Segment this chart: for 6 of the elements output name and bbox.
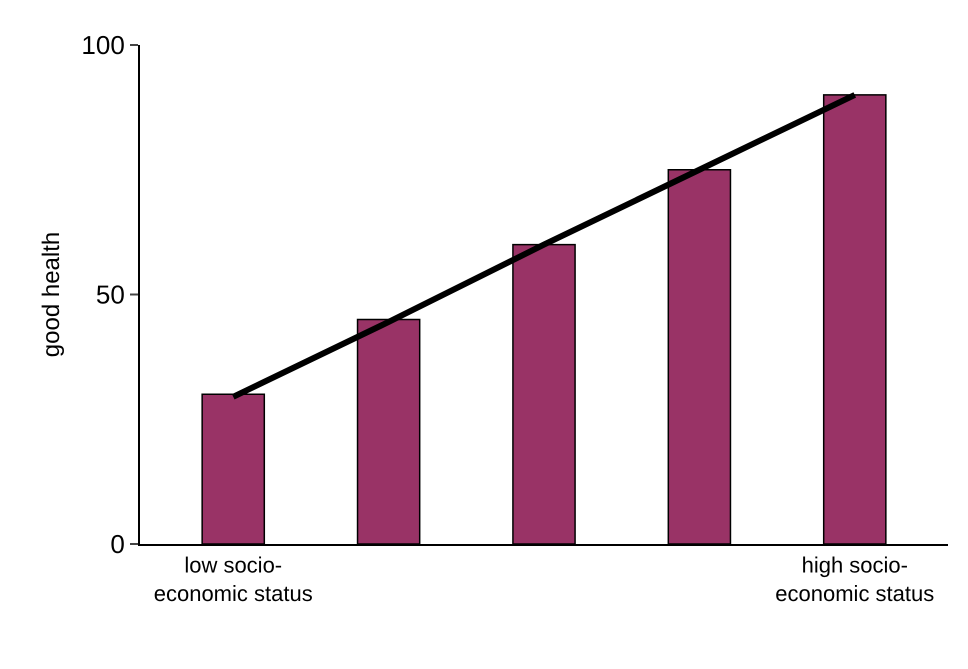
y-axis-title: good health xyxy=(38,232,66,358)
y-tick-label: 0 xyxy=(110,529,125,560)
x-tick-label: low socio- economic status xyxy=(154,552,313,606)
x-tick-label: high socio- economic status xyxy=(775,552,934,606)
y-tick-label: 50 xyxy=(96,280,125,310)
y-tick-label: 100 xyxy=(81,30,125,60)
